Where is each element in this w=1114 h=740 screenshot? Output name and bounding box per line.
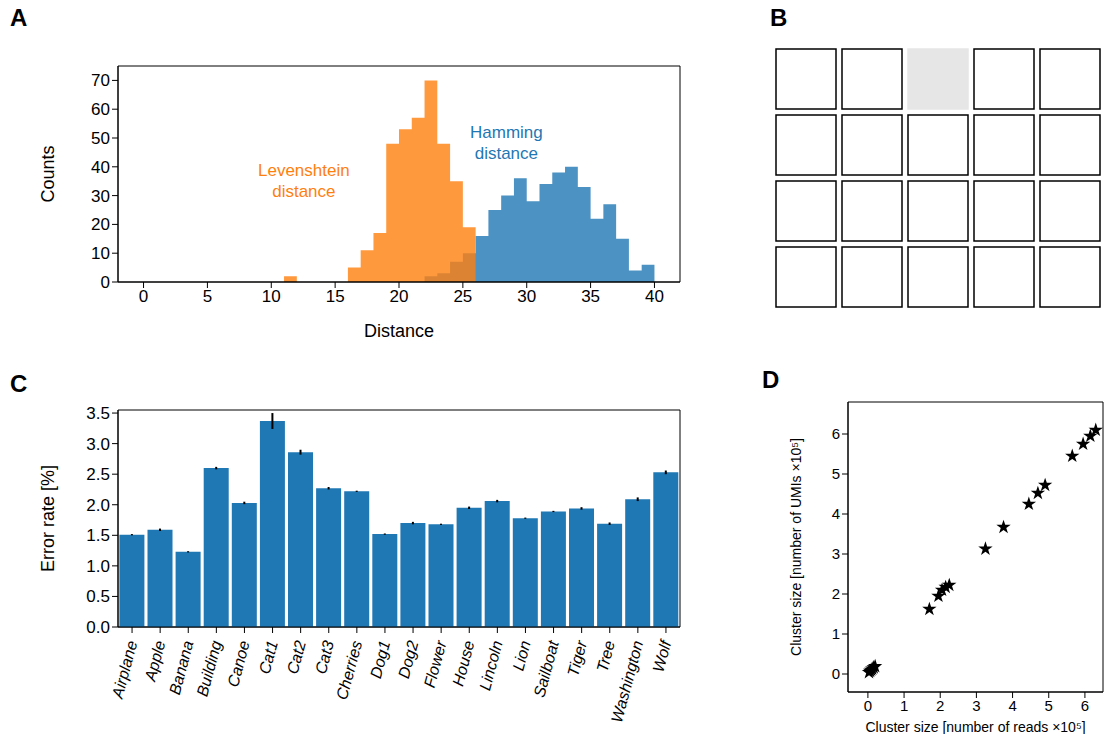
svg-text:0.5: 0.5 bbox=[86, 587, 110, 606]
svg-text:Lincoln: Lincoln bbox=[476, 639, 506, 692]
svg-text:70: 70 bbox=[91, 71, 110, 90]
svg-text:1.5: 1.5 bbox=[86, 526, 110, 545]
svg-text:10: 10 bbox=[91, 244, 110, 263]
html-text:D: D bbox=[762, 366, 780, 393]
svg-text:15: 15 bbox=[326, 287, 345, 306]
svg-text:3: 3 bbox=[832, 545, 840, 562]
svg-text:Cluster size [number of UMIs ×: Cluster size [number of UMIs ×10⁵] bbox=[788, 438, 804, 656]
svg-text:Dog2: Dog2 bbox=[395, 639, 421, 680]
svg-text:2.0: 2.0 bbox=[86, 496, 110, 515]
svg-text:6: 6 bbox=[832, 425, 840, 442]
svg-text:60: 60 bbox=[91, 100, 110, 119]
svg-text:Dog1: Dog1 bbox=[367, 639, 393, 680]
svg-text:Counts: Counts bbox=[38, 145, 58, 202]
html-text:C: C bbox=[10, 370, 28, 397]
svg-text:Wolf: Wolf bbox=[650, 637, 675, 674]
svg-text:0.0: 0.0 bbox=[86, 618, 110, 637]
svg-text:40: 40 bbox=[645, 287, 664, 306]
svg-text:4: 4 bbox=[1008, 697, 1016, 714]
svg-text:4: 4 bbox=[832, 505, 840, 522]
svg-text:Washington: Washington bbox=[608, 639, 646, 725]
svg-text:Banana: Banana bbox=[166, 639, 197, 697]
svg-text:6: 6 bbox=[1081, 697, 1089, 714]
html-text:distance: distance bbox=[272, 182, 336, 201]
svg-text:Apple: Apple bbox=[141, 639, 168, 684]
svg-text:1.0: 1.0 bbox=[86, 557, 110, 576]
html-text:Hamming: Hamming bbox=[470, 123, 543, 142]
svg-text:Flower: Flower bbox=[421, 638, 450, 689]
svg-text:20: 20 bbox=[390, 287, 409, 306]
svg-text:40: 40 bbox=[91, 158, 110, 177]
svg-text:30: 30 bbox=[517, 287, 536, 306]
svg-text:2: 2 bbox=[936, 697, 944, 714]
svg-text:Error rate [%]: Error rate [%] bbox=[38, 465, 58, 572]
svg-text:50: 50 bbox=[91, 129, 110, 148]
svg-text:5: 5 bbox=[832, 465, 840, 482]
svg-text:House: House bbox=[449, 639, 477, 688]
svg-text:Cherries: Cherries bbox=[333, 639, 365, 702]
svg-text:0: 0 bbox=[139, 287, 148, 306]
html-text:Levenshtein: Levenshtein bbox=[258, 161, 350, 180]
svg-text:0: 0 bbox=[101, 273, 110, 292]
svg-text:Cluster size [number of reads: Cluster size [number of reads ×10⁵] bbox=[865, 719, 1085, 734]
svg-text:2: 2 bbox=[832, 585, 840, 602]
html-text:B: B bbox=[770, 4, 788, 31]
svg-text:Canoe: Canoe bbox=[224, 639, 253, 689]
svg-text:5: 5 bbox=[1045, 697, 1053, 714]
svg-text:0: 0 bbox=[864, 697, 872, 714]
svg-text:3.5: 3.5 bbox=[86, 404, 110, 423]
svg-text:25: 25 bbox=[453, 287, 472, 306]
svg-text:Cat3: Cat3 bbox=[312, 639, 337, 676]
svg-text:2.5: 2.5 bbox=[86, 465, 110, 484]
svg-text:5: 5 bbox=[203, 287, 212, 306]
svg-text:1: 1 bbox=[900, 697, 908, 714]
svg-text:1: 1 bbox=[832, 625, 840, 642]
svg-text:Distance: Distance bbox=[364, 321, 434, 341]
svg-text:Tiger: Tiger bbox=[564, 638, 590, 678]
svg-text:Cat1: Cat1 bbox=[256, 639, 281, 676]
svg-text:30: 30 bbox=[91, 187, 110, 206]
svg-text:20: 20 bbox=[91, 215, 110, 234]
html-text:distance: distance bbox=[474, 144, 538, 163]
svg-text:35: 35 bbox=[581, 287, 600, 306]
svg-text:Building: Building bbox=[193, 639, 224, 698]
svg-text:10: 10 bbox=[262, 287, 281, 306]
svg-text:Cat2: Cat2 bbox=[284, 639, 309, 676]
svg-text:Tree: Tree bbox=[593, 639, 618, 674]
svg-text:0: 0 bbox=[832, 665, 840, 682]
svg-text:Airplane: Airplane bbox=[108, 639, 140, 701]
svg-text:Sailboat: Sailboat bbox=[530, 638, 562, 699]
svg-text:3: 3 bbox=[972, 697, 980, 714]
html-text:A: A bbox=[10, 4, 28, 31]
svg-text:Lion: Lion bbox=[510, 639, 534, 673]
svg-text:3.0: 3.0 bbox=[86, 435, 110, 454]
